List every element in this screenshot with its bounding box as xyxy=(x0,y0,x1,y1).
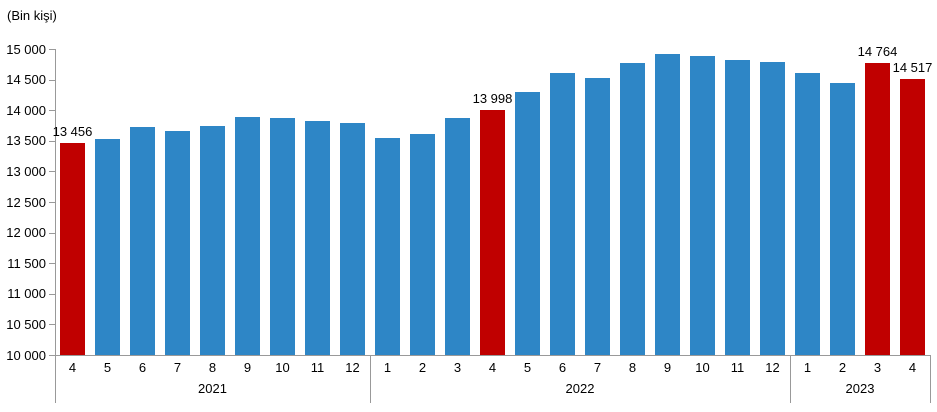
x-axis-month-label: 2 xyxy=(838,360,847,375)
y-axis-tick-mark xyxy=(49,324,55,326)
bar-2022-7 xyxy=(585,77,610,355)
x-axis-month-label: 9 xyxy=(243,360,252,375)
x-axis-month-label: 12 xyxy=(765,360,780,375)
x-axis-month-label: 8 xyxy=(628,360,637,375)
y-axis-tick-label: 14 000 xyxy=(6,102,46,118)
y-axis-tick-mark xyxy=(49,110,55,112)
x-axis-month-label: 5 xyxy=(103,360,112,375)
bar-2022-8 xyxy=(620,63,645,355)
bar-2022-6 xyxy=(550,72,575,355)
y-axis-tick-mark xyxy=(49,202,55,203)
bar-2023-2 xyxy=(830,82,855,355)
x-axis-month-label: 1 xyxy=(803,360,812,375)
x-axis-month-label: 11 xyxy=(310,360,325,375)
bar-data-label: 13 998 xyxy=(472,91,513,107)
x-axis-month-label: 4 xyxy=(908,360,917,375)
bar-2021-8 xyxy=(200,125,225,355)
bar-data-label: 14 517 xyxy=(892,59,933,75)
x-axis-month-label: 1 xyxy=(383,360,392,375)
bar-2021-6 xyxy=(130,126,155,355)
bar-2022-12 xyxy=(760,61,785,355)
y-axis-tick-label: 10 000 xyxy=(6,347,46,363)
bar-2022-9 xyxy=(655,53,680,355)
x-axis-month-label: 3 xyxy=(873,360,882,375)
y-axis-tick-label: 13 000 xyxy=(6,163,46,179)
y-axis-tick-label: 10 500 xyxy=(6,316,46,332)
y-axis-tick-label: 12 000 xyxy=(6,225,46,241)
x-axis-month-label: 7 xyxy=(593,360,602,375)
year-separator-line xyxy=(930,355,931,403)
bar-2021-12 xyxy=(340,123,365,355)
bar-2023-1 xyxy=(795,73,820,355)
y-axis-unit-label: (Bin kişi) xyxy=(7,8,57,23)
year-separator-line xyxy=(790,355,791,403)
x-axis-year-label: 2022 xyxy=(565,381,595,396)
bar-2022-2 xyxy=(410,134,435,355)
x-axis-month-label: 11 xyxy=(730,360,745,375)
y-axis-tick-mark xyxy=(49,140,55,142)
x-axis-month-label: 12 xyxy=(345,360,360,375)
bar-2021-7 xyxy=(165,131,190,355)
x-axis-month-label: 10 xyxy=(275,360,290,375)
y-axis-tick-mark xyxy=(49,79,55,81)
y-axis-tick-mark xyxy=(49,49,55,50)
bar-2022-1 xyxy=(375,137,400,355)
x-axis-month-label: 4 xyxy=(488,360,497,375)
y-axis-tick-mark xyxy=(49,263,55,265)
y-axis-tick-mark xyxy=(49,232,55,234)
bar-2021-5 xyxy=(95,138,120,355)
bar-data-label: 13 456 xyxy=(52,124,93,140)
y-axis-tick-label: 11 500 xyxy=(7,255,46,271)
bar-2022-11 xyxy=(725,60,750,355)
year-separator-line xyxy=(370,355,371,403)
bar-2022-10 xyxy=(690,55,715,355)
bar-2022-5 xyxy=(515,91,540,355)
bar-2023-4 xyxy=(900,78,925,355)
x-axis-month-label: 6 xyxy=(558,360,567,375)
x-axis-month-label: 6 xyxy=(138,360,147,375)
y-axis-tick-mark xyxy=(49,355,55,356)
y-axis-tick-label: 11 000 xyxy=(7,286,46,302)
y-axis-tick-label: 13 500 xyxy=(6,133,46,149)
x-axis-month-label: 9 xyxy=(663,360,672,375)
bar-2021-9 xyxy=(235,116,260,355)
x-axis-year-label: 2023 xyxy=(845,381,875,396)
x-axis-month-label: 8 xyxy=(208,360,217,375)
x-axis-month-label: 5 xyxy=(523,360,532,375)
x-axis-month-label: 2 xyxy=(418,360,427,375)
bar-2022-4 xyxy=(480,110,505,355)
y-axis-tick-mark xyxy=(49,171,55,173)
bar-2023-3 xyxy=(865,63,890,355)
y-axis-tick-label: 15 000 xyxy=(6,41,46,57)
y-axis-tick-label: 12 500 xyxy=(6,194,46,210)
y-axis-tick-mark xyxy=(49,293,55,295)
y-axis-tick-label: 14 500 xyxy=(6,72,46,88)
bar-2021-10 xyxy=(270,118,295,355)
bar-data-label: 14 764 xyxy=(857,44,898,60)
y-axis-line xyxy=(55,49,56,403)
x-axis-month-label: 10 xyxy=(695,360,710,375)
bar-2022-3 xyxy=(445,118,470,355)
x-axis-month-label: 4 xyxy=(68,360,77,375)
x-axis-line xyxy=(55,355,930,356)
bar-2021-4 xyxy=(60,143,85,355)
x-axis-year-label: 2021 xyxy=(198,381,227,396)
x-axis-month-label: 7 xyxy=(173,360,182,375)
bar-2021-11 xyxy=(305,120,330,355)
x-axis-month-label: 3 xyxy=(453,360,462,375)
